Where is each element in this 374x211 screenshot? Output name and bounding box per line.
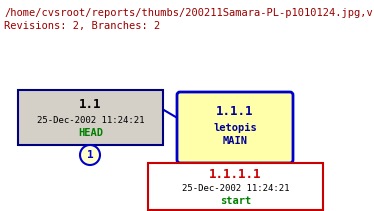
- FancyBboxPatch shape: [177, 92, 293, 163]
- Text: 1.1.1.1: 1.1.1.1: [209, 168, 262, 181]
- Text: Revisions: 2, Branches: 2: Revisions: 2, Branches: 2: [4, 21, 160, 31]
- Text: 25-Dec-2002 11:24:21: 25-Dec-2002 11:24:21: [182, 184, 289, 193]
- Bar: [18, 90, 163, 145]
- Text: 1.1: 1.1: [79, 98, 102, 111]
- Text: 1.1.1: 1.1.1: [216, 105, 254, 118]
- Text: 1: 1: [87, 150, 94, 160]
- Text: /home/cvsroot/reports/thumbs/200211Samara-PL-p1010124.jpg,v: /home/cvsroot/reports/thumbs/200211Samar…: [4, 8, 373, 18]
- Text: start: start: [220, 196, 251, 207]
- Text: letopis: letopis: [213, 122, 257, 133]
- Bar: [148, 163, 323, 210]
- Circle shape: [80, 145, 100, 165]
- Text: HEAD: HEAD: [78, 128, 103, 138]
- Text: MAIN: MAIN: [223, 137, 248, 146]
- Text: 25-Dec-2002 11:24:21: 25-Dec-2002 11:24:21: [37, 116, 144, 125]
